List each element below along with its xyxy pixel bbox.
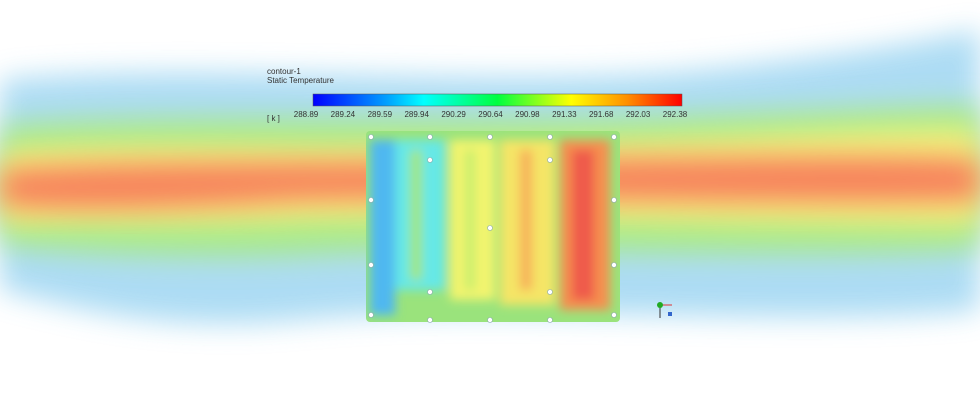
axis-triad: [657, 302, 672, 318]
colorbar-tick-label: 289.59: [368, 110, 393, 119]
colorbar-tick-label: 290.29: [441, 110, 466, 119]
colorbar-tick-label: 292.03: [626, 110, 651, 119]
colorbar-tick-label: 289.94: [404, 110, 429, 119]
unit-label: [ k ]: [267, 114, 280, 123]
colorbar: [312, 93, 683, 107]
plate: [366, 131, 620, 322]
colorbar-tick-label: 289.24: [331, 110, 356, 119]
contour-name: contour-1: [267, 67, 301, 76]
variable-name: Static Temperature: [267, 76, 335, 85]
colorbar-tick-label: 292.38: [663, 110, 688, 119]
bolts: [368, 134, 617, 323]
colorbar-tick-label: 291.68: [589, 110, 614, 119]
colorbar-tick-label: 290.98: [515, 110, 540, 119]
colorbar-tick-label: 288.89: [294, 110, 319, 119]
colorbar-tick-label: 291.33: [552, 110, 577, 119]
colorbar-tick-label: 290.64: [478, 110, 503, 119]
